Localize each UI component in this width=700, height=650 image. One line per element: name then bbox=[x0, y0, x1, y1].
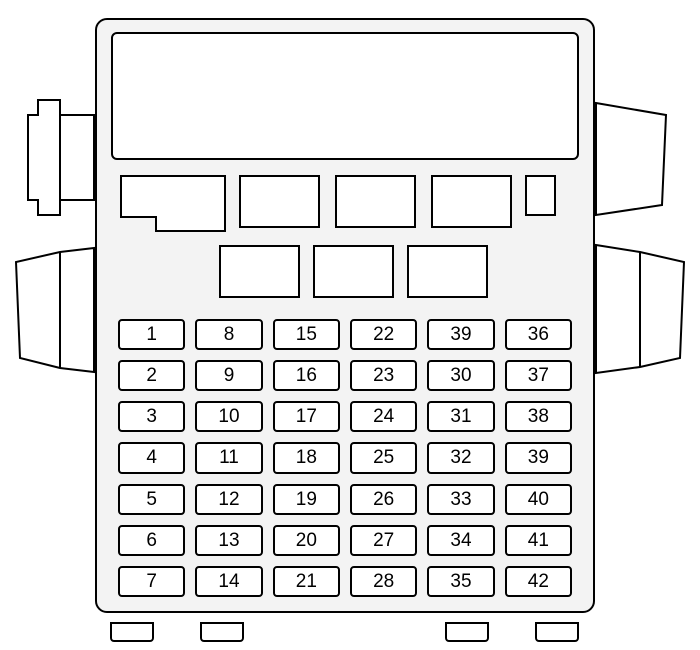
relay-slot-1 bbox=[120, 175, 226, 232]
fuse-cell: 39 bbox=[427, 319, 494, 350]
fuse-cell: 11 bbox=[195, 442, 262, 473]
relay-slot-7 bbox=[313, 245, 394, 298]
fuse-cell: 18 bbox=[273, 442, 340, 473]
fuse-cell: 3 bbox=[118, 401, 185, 432]
fuse-cell: 19 bbox=[273, 484, 340, 515]
fuse-cell: 34 bbox=[427, 525, 494, 556]
fuse-cell: 8 bbox=[195, 319, 262, 350]
fuse-cell: 33 bbox=[427, 484, 494, 515]
fuse-cell: 5 bbox=[118, 484, 185, 515]
fusebox-diagram: 1 2 3 4 5 6 7 8 9 10 11 12 13 14 15 16 1… bbox=[0, 0, 700, 650]
fuse-cell: 32 bbox=[427, 442, 494, 473]
fusebox-panel: 1 2 3 4 5 6 7 8 9 10 11 12 13 14 15 16 1… bbox=[95, 18, 595, 613]
fuse-cell: 42 bbox=[505, 566, 572, 597]
fuse-cell: 27 bbox=[350, 525, 417, 556]
fuse-cell: 20 bbox=[273, 525, 340, 556]
fuse-cell: 13 bbox=[195, 525, 262, 556]
fuse-cell: 28 bbox=[350, 566, 417, 597]
fuse-cell: 31 bbox=[427, 401, 494, 432]
fuse-cell: 36 bbox=[505, 319, 572, 350]
fuse-cell: 40 bbox=[505, 484, 572, 515]
fuse-cell: 7 bbox=[118, 566, 185, 597]
fuse-cell: 23 bbox=[350, 360, 417, 391]
fuse-cell: 25 bbox=[350, 442, 417, 473]
mounting-foot bbox=[445, 622, 489, 642]
fuse-cell: 22 bbox=[350, 319, 417, 350]
fuse-cell: 2 bbox=[118, 360, 185, 391]
fuse-cell: 41 bbox=[505, 525, 572, 556]
fuse-cell: 10 bbox=[195, 401, 262, 432]
fuse-cell: 17 bbox=[273, 401, 340, 432]
mounting-foot bbox=[110, 622, 154, 642]
fuse-cell: 9 bbox=[195, 360, 262, 391]
fuse-cell: 26 bbox=[350, 484, 417, 515]
relay-slot-5 bbox=[525, 175, 556, 216]
fuse-cell: 6 bbox=[118, 525, 185, 556]
relay-slot-8 bbox=[407, 245, 488, 298]
mounting-foot bbox=[535, 622, 579, 642]
fuse-cell: 37 bbox=[505, 360, 572, 391]
fuse-grid: 1 2 3 4 5 6 7 8 9 10 11 12 13 14 15 16 1… bbox=[118, 319, 572, 597]
fuse-cell: 24 bbox=[350, 401, 417, 432]
fuse-cell: 4 bbox=[118, 442, 185, 473]
fuse-cell: 16 bbox=[273, 360, 340, 391]
fuse-cell: 39 bbox=[505, 442, 572, 473]
fuse-cell: 30 bbox=[427, 360, 494, 391]
display-window bbox=[111, 32, 579, 160]
relay-slot-4 bbox=[431, 175, 512, 228]
fuse-cell: 38 bbox=[505, 401, 572, 432]
mounting-foot bbox=[200, 622, 244, 642]
relay-slot-2 bbox=[239, 175, 320, 228]
relay-slot-3 bbox=[335, 175, 416, 228]
fuse-cell: 1 bbox=[118, 319, 185, 350]
fuse-cell: 12 bbox=[195, 484, 262, 515]
fuse-cell: 21 bbox=[273, 566, 340, 597]
fuse-cell: 35 bbox=[427, 566, 494, 597]
fuse-cell: 15 bbox=[273, 319, 340, 350]
relay-slot-6 bbox=[219, 245, 300, 298]
fuse-cell: 14 bbox=[195, 566, 262, 597]
